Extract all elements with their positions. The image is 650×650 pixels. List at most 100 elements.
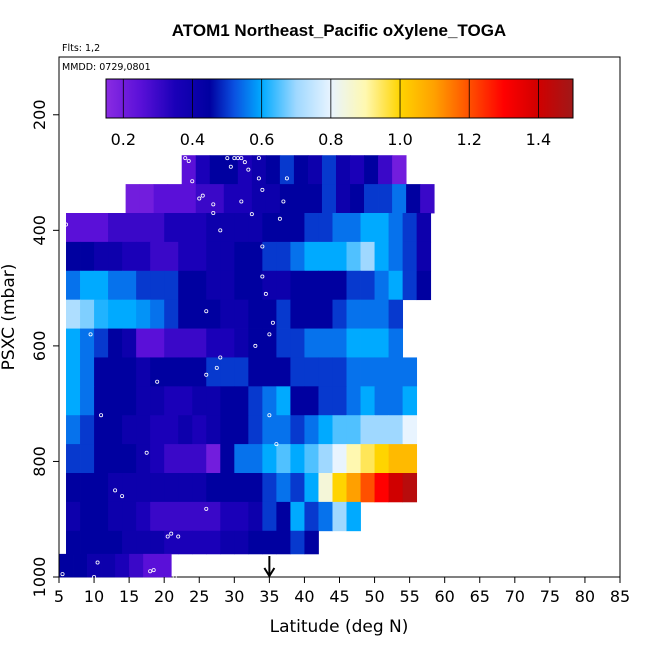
sample-point [204, 506, 209, 511]
heatmap-cell [346, 444, 361, 474]
heatmap-cell [206, 299, 221, 329]
heatmap-cell [279, 184, 295, 214]
x-tick-label: 80 [575, 587, 595, 606]
heatmap-cell [293, 184, 309, 214]
heatmap-cell [164, 299, 179, 329]
heatmap-cell [108, 299, 123, 329]
heatmap-cell [248, 415, 263, 445]
heatmap-cell [248, 386, 263, 416]
sample-point [277, 216, 282, 221]
heatmap-cell [374, 473, 389, 503]
heatmap-cell [66, 357, 81, 387]
sample-point [172, 575, 177, 580]
heatmap-cell [234, 501, 249, 532]
heatmap-cell [265, 155, 281, 185]
heatmap-cell [420, 184, 435, 214]
heatmap-cell [80, 444, 95, 474]
sample-point [190, 179, 195, 184]
heatmap-cell [248, 501, 263, 532]
heatmap-cell [94, 473, 109, 503]
heatmap-cell [122, 357, 137, 387]
colorbar-tick-label: 1.2 [456, 130, 481, 149]
heatmap-cell [332, 241, 347, 272]
heatmap-cell [237, 155, 253, 185]
x-tick-label: 15 [119, 587, 139, 606]
heatmap-cell [94, 213, 109, 243]
heatmap-cell [178, 299, 193, 329]
heatmap-cell [234, 213, 249, 243]
x-tick-label: 70 [505, 587, 525, 606]
heatmap-cell [108, 473, 123, 503]
heatmap-cell [206, 473, 221, 503]
heatmap-cell [262, 415, 277, 445]
heatmap-cell [332, 386, 347, 416]
heatmap-cell [304, 473, 319, 503]
heatmap-cell [178, 270, 193, 301]
heatmap-cell [262, 357, 277, 387]
heatmap-cell [293, 155, 309, 185]
heatmap-cell [164, 270, 179, 301]
heatmap-cell [195, 155, 211, 185]
heatmap-cell [318, 501, 333, 532]
sample-point [249, 212, 254, 217]
heatmap-cell [262, 241, 277, 272]
sample-point [263, 291, 268, 296]
heatmap-cell [234, 357, 249, 387]
heatmap-cell [220, 299, 235, 329]
sample-point [253, 343, 258, 348]
heatmap-cell [122, 530, 137, 555]
heatmap-cell [167, 184, 183, 214]
heatmap-cell [307, 155, 323, 185]
heatmap-cell [66, 473, 81, 503]
sample-point [284, 176, 289, 181]
heatmap-cell [402, 444, 418, 474]
heatmap-cell [332, 270, 347, 301]
x-axis: 5 10 15 20 25 30 35 40 45 50 55 60 65 70 75 80 85 [54, 577, 630, 606]
heatmap-cell [108, 241, 123, 272]
heatmap-cell [108, 213, 123, 243]
heatmap-cell [318, 241, 333, 272]
x-tick-label: 10 [84, 587, 104, 606]
heatmap-cell [192, 357, 207, 387]
heatmap-cell [164, 530, 179, 555]
heatmap-cell [304, 299, 319, 329]
heatmap-cell [150, 444, 165, 474]
heatmap-cell [276, 530, 291, 555]
heatmap-cell [335, 155, 351, 185]
heatmap-cell [143, 553, 158, 578]
heatmap-cell [164, 501, 179, 532]
heatmap-cell [248, 530, 263, 555]
heatmap-cell [122, 444, 137, 474]
heatmap-cell [304, 270, 319, 301]
y-axis-label: PSXC (mbar) [0, 264, 19, 371]
heatmap-cell [178, 415, 193, 445]
heatmap-cell [178, 213, 193, 243]
heatmap-cell [164, 444, 179, 474]
heatmap-cell [350, 184, 365, 214]
sample-point [176, 534, 181, 539]
heatmap-cell [178, 328, 193, 358]
heatmap-cell [318, 213, 333, 243]
sample-point [144, 450, 149, 455]
heatmap-cell [374, 386, 389, 416]
heatmap-cell [318, 299, 333, 329]
heatmap-cell [290, 530, 305, 555]
heatmap-cell [139, 184, 155, 214]
heatmap-cell [220, 357, 235, 387]
heatmap-cell [248, 357, 263, 387]
heatmap-cell [178, 386, 193, 416]
heatmap-cell [223, 184, 239, 214]
heatmap-cell [332, 501, 347, 532]
heatmap-cell [157, 553, 172, 578]
heatmap-cell [164, 386, 179, 416]
colorbar-tick-label: 0.6 [249, 130, 274, 149]
heatmap-cell [304, 501, 319, 532]
heatmap-cell [304, 357, 319, 387]
sample-point [256, 156, 261, 161]
heatmap-cell [178, 501, 193, 532]
heatmap-cell [374, 213, 389, 243]
heatmap-cell [360, 473, 375, 503]
heatmap-cell [66, 530, 81, 555]
heatmap-cell [276, 328, 291, 358]
heatmap-cell [94, 386, 109, 416]
